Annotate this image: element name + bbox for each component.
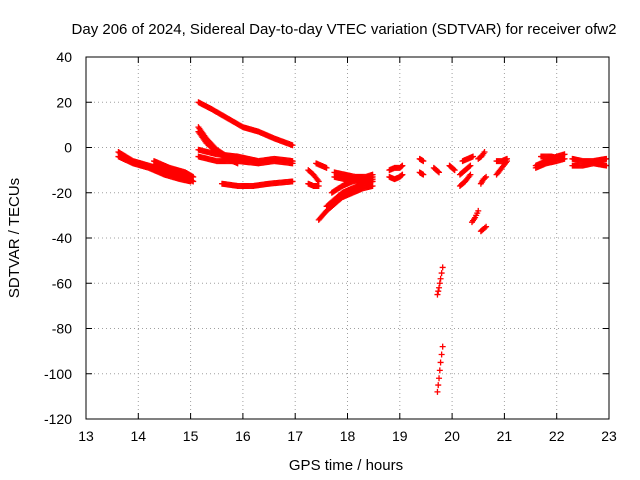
data-point — [420, 158, 427, 165]
x-tick-label: 18 — [340, 428, 356, 444]
data-point — [450, 166, 457, 173]
data-points — [115, 99, 610, 395]
data-point — [399, 162, 406, 169]
data-point — [398, 172, 405, 179]
x-tick-label: 13 — [78, 428, 94, 444]
data-point — [451, 167, 458, 174]
y-axis-label: SDTVAR / TECUs — [6, 178, 23, 298]
data-point — [561, 151, 568, 158]
data-point — [467, 171, 474, 178]
data-point — [483, 173, 490, 180]
data-point — [438, 351, 445, 358]
data-point — [435, 168, 442, 175]
x-axis-label: GPS time / hours — [289, 457, 403, 474]
data-point — [437, 359, 444, 366]
data-point — [437, 275, 444, 282]
data-point — [289, 160, 296, 167]
y-tick-label: 40 — [56, 49, 72, 65]
y-tick-label: -60 — [52, 275, 72, 291]
data-point — [504, 155, 511, 162]
data-point — [369, 176, 376, 183]
x-tick-label: 15 — [183, 428, 199, 444]
x-tick-label: 17 — [287, 428, 303, 444]
x-tick-label: 16 — [235, 428, 251, 444]
y-tick-label: -20 — [52, 185, 72, 201]
data-point — [481, 224, 488, 231]
data-point — [481, 175, 488, 182]
data-point — [475, 207, 482, 214]
data-point — [436, 375, 443, 382]
data-point — [434, 291, 441, 298]
y-tick-label: -40 — [52, 230, 72, 246]
x-tick-label: 14 — [131, 428, 147, 444]
chart-title: Day 206 of 2024, Sidereal Day-to-day VTE… — [72, 21, 617, 38]
data-point — [323, 164, 330, 171]
y-tick-label: 20 — [56, 94, 72, 110]
data-point — [435, 382, 442, 389]
x-tick-label: 20 — [444, 428, 460, 444]
data-point — [481, 149, 488, 156]
data-point — [603, 162, 610, 169]
data-point — [436, 280, 443, 287]
data-point — [289, 178, 296, 185]
data-point — [435, 288, 442, 295]
data-point — [420, 171, 427, 178]
data-point — [289, 142, 296, 149]
data-point — [399, 171, 406, 178]
data-point — [558, 155, 565, 162]
y-tick-label: -80 — [52, 321, 72, 337]
data-point — [470, 153, 477, 160]
x-tick-label: 19 — [392, 428, 408, 444]
x-tick-label: 21 — [497, 428, 513, 444]
data-point — [436, 284, 443, 291]
y-tick-label: -100 — [44, 366, 72, 382]
grid-lines — [86, 57, 609, 419]
data-point — [190, 178, 197, 185]
data-point — [438, 270, 445, 277]
data-point — [315, 182, 322, 189]
data-point — [398, 163, 405, 170]
data-point — [436, 169, 443, 176]
x-tick-label: 22 — [549, 428, 565, 444]
data-point — [603, 155, 610, 162]
y-tick-label: -120 — [44, 411, 72, 427]
data-point — [434, 388, 441, 395]
y-tick-label: 0 — [64, 140, 72, 156]
data-point — [483, 223, 490, 230]
data-point — [436, 367, 443, 374]
x-tick-label: 23 — [601, 428, 617, 444]
data-point — [439, 264, 446, 271]
axis-ticks: 13 14 15 16 17 18 19 20 21 22 23 -120 -100 -80 -60 -40 -… — [44, 49, 617, 444]
data-point — [439, 343, 446, 350]
data-point — [467, 162, 474, 169]
data-point — [466, 163, 473, 170]
